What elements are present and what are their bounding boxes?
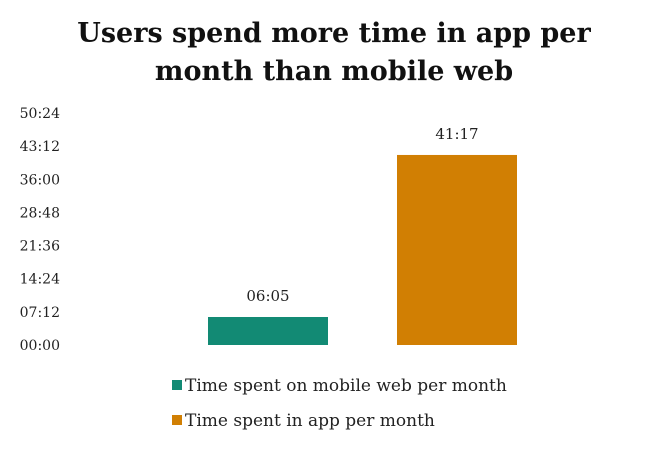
bar-value-label: 41:17 <box>435 125 478 143</box>
data-labels: 06:05 41:17 <box>246 125 478 305</box>
y-tick-label: 36:00 <box>20 172 60 188</box>
bar-app <box>397 154 517 345</box>
bar-mobile-web <box>208 316 328 345</box>
bars <box>208 154 517 345</box>
y-tick-label: 50:24 <box>20 106 60 122</box>
chart-title: Users spend more time in app per month t… <box>77 18 591 87</box>
y-tick-label: 07:12 <box>20 305 60 321</box>
y-tick-label: 14:24 <box>20 272 60 288</box>
legend-entry-label: Time spent in app per month <box>185 411 435 431</box>
y-tick-label: 28:48 <box>20 205 60 221</box>
legend-swatch <box>172 415 182 425</box>
y-tick-label: 21:36 <box>20 239 60 255</box>
y-tick-label: 00:00 <box>20 338 60 354</box>
legend: Time spent on mobile web per month Time s… <box>172 376 507 431</box>
y-axis: 00:00 07:12 14:24 21:36 28:48 36:00 43:12 50:24 <box>20 106 60 354</box>
chart-title-line-2: month than mobile web <box>155 56 513 87</box>
legend-entry-label: Time spent on mobile web per month <box>185 376 507 396</box>
bar-value-label: 06:05 <box>246 287 289 305</box>
y-tick-label: 43:12 <box>20 139 60 155</box>
legend-swatch <box>172 380 182 390</box>
chart-title-line-1: Users spend more time in app per <box>77 18 591 49</box>
